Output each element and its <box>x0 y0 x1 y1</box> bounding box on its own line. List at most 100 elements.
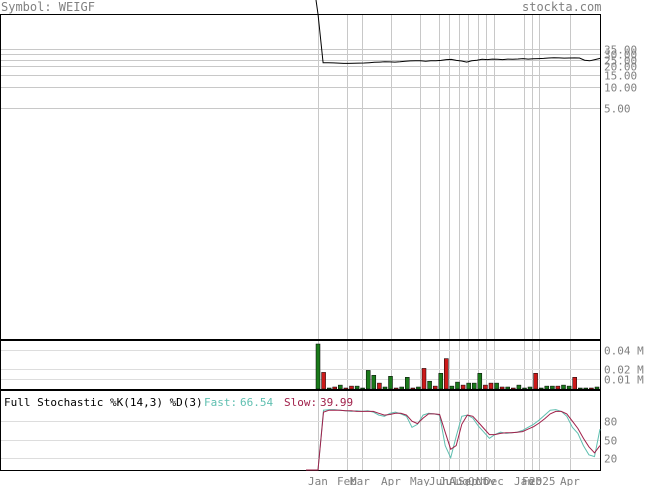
volume-bar <box>321 372 326 390</box>
month-label: Feb <box>522 475 542 486</box>
volume-bar <box>471 382 477 390</box>
month-label: Jan <box>308 475 328 486</box>
month-label: Jan <box>514 475 534 486</box>
volume-bar <box>393 387 399 390</box>
stochastic-title: Full Stochastic %K(14,3) %D(3) <box>4 396 203 409</box>
symbol-label: Symbol: WEIGF <box>1 0 95 14</box>
volume-tick-label: 0.04 M <box>604 345 644 358</box>
price-tick-label: 30.00 <box>604 49 637 62</box>
month-label: Nov <box>476 475 496 486</box>
price-tick-label: 20.00 <box>604 61 637 74</box>
volume-bar <box>360 387 365 390</box>
volume-bar <box>365 370 371 390</box>
volume-bar <box>583 387 589 390</box>
volume-panel <box>0 340 601 390</box>
volume-axis: 0.04 M 0.02 M0.01 M <box>604 345 644 387</box>
volume-bar <box>527 386 533 390</box>
stochastic-axis: 80 50 20 <box>604 416 617 466</box>
stochastic-panel <box>0 390 601 471</box>
volume-bar <box>399 386 404 390</box>
volume-bar <box>382 386 388 390</box>
price-panel <box>0 14 601 340</box>
volume-bar <box>416 386 421 390</box>
volume-bar <box>332 386 337 390</box>
price-tick-label: 5.00 <box>604 103 631 116</box>
month-label: Jun <box>429 475 449 486</box>
volume-bar <box>410 387 416 390</box>
stochastic-series <box>306 409 601 471</box>
site-name[interactable]: stockta.com <box>522 0 602 14</box>
volume-bar <box>432 385 438 390</box>
volume-bar <box>377 382 382 390</box>
price-tick-label: 10.00 <box>604 82 637 95</box>
price-tick-label: 35.00 <box>604 44 637 57</box>
volume-bar <box>572 377 577 390</box>
month-label: Apr <box>381 475 401 486</box>
volume-bar <box>460 384 466 390</box>
month-label: Sep <box>458 475 478 486</box>
volume-bar <box>494 382 499 390</box>
volume-tick-label: 0.01 M <box>604 374 644 387</box>
volume-bar <box>544 385 550 390</box>
volume-bar <box>550 385 555 390</box>
volume-bar <box>578 387 583 390</box>
volume-bar <box>589 387 594 390</box>
stochastic-tick-label: 20 <box>604 453 617 466</box>
volume-bar <box>499 386 505 390</box>
gridlines <box>1 15 600 470</box>
volume-bar <box>427 380 432 390</box>
stochastic-tick-label: 50 <box>604 435 617 448</box>
month-label: May <box>410 475 430 486</box>
month-label: Dec <box>484 475 504 486</box>
month-label: Feb <box>337 475 357 486</box>
volume-bar <box>477 373 483 390</box>
month-label: Apr <box>560 475 580 486</box>
volume-bar <box>538 387 544 390</box>
volume-tick-label: 0.02 M <box>604 364 644 377</box>
volume-bar <box>594 386 600 390</box>
volume-bar <box>326 387 332 390</box>
volume-bar <box>511 387 516 390</box>
volume-bar <box>561 384 566 390</box>
slow-value: 39.99 <box>320 396 353 409</box>
volume-bar <box>388 376 393 390</box>
fast-value: 66.54 <box>240 396 273 409</box>
volume-bar <box>555 385 561 390</box>
month-label: 2025 <box>529 475 556 486</box>
volume-bar <box>505 386 510 390</box>
volume-bar <box>421 368 427 390</box>
volume-bar <box>444 358 449 390</box>
volume-bar <box>349 385 354 390</box>
month-label: Mar <box>350 475 370 486</box>
volume-bar <box>343 387 349 390</box>
volume-bar <box>338 384 343 390</box>
stochastic-tick-label: 80 <box>604 416 617 429</box>
volume-bar <box>483 384 488 390</box>
volume-bar <box>354 385 360 390</box>
volume-bar <box>455 381 460 390</box>
volume-bar <box>405 377 410 390</box>
price-tick-label: 25.00 <box>604 55 637 68</box>
fast-label: Fast: <box>204 396 237 409</box>
volume-bar <box>315 343 321 390</box>
volume-bar <box>488 382 494 390</box>
volume-bar <box>533 373 538 390</box>
slow-d-line <box>306 409 601 471</box>
volume-bar <box>449 385 455 390</box>
volume-bar <box>516 384 522 390</box>
volume-bar <box>522 387 527 390</box>
volume-bar <box>371 375 377 390</box>
volume-bars <box>315 343 600 390</box>
month-label: Aug <box>449 475 469 486</box>
month-label: Oct <box>468 475 488 486</box>
price-line <box>315 0 601 64</box>
volume-bar <box>566 385 572 390</box>
volume-bar <box>466 382 471 390</box>
slow-label: Slow: <box>284 396 317 409</box>
price-tick-label: 15.00 <box>604 70 637 83</box>
month-label: Jul <box>439 475 459 486</box>
price-series <box>315 0 601 64</box>
